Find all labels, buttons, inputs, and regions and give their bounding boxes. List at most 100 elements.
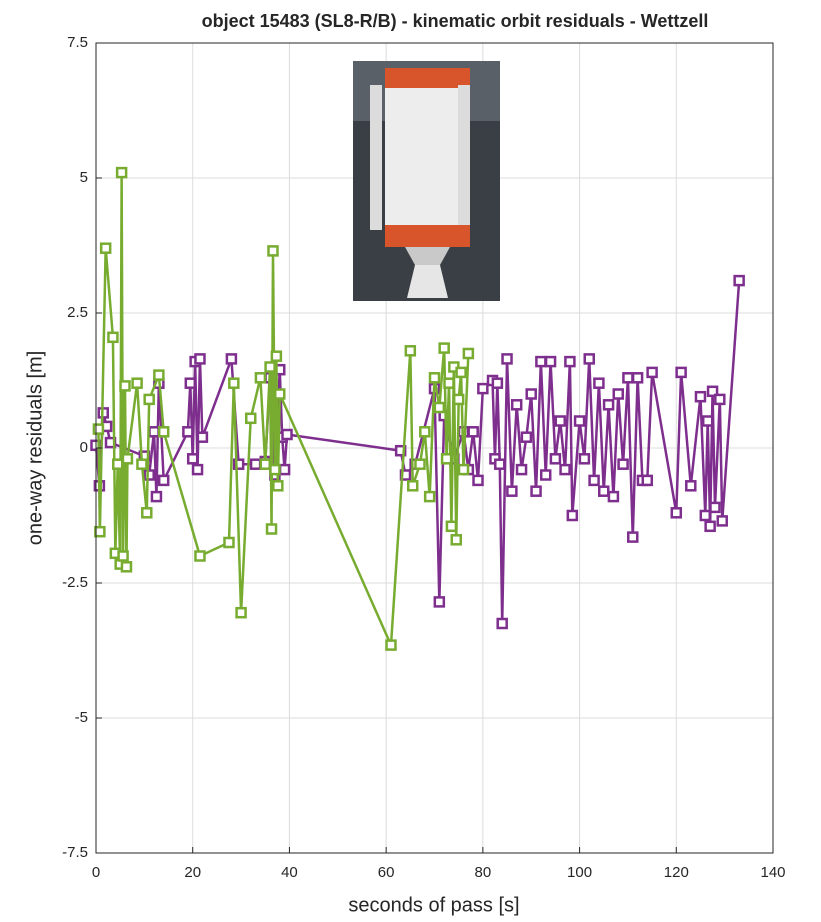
marker [157,474,170,487]
marker [510,399,523,411]
marker [120,561,133,573]
marker [583,353,595,365]
marker [99,242,112,254]
marker [462,347,475,360]
marker [467,426,479,438]
marker [588,474,600,487]
marker [455,366,467,379]
marker [598,485,610,497]
marker [554,415,566,427]
marker [709,501,721,514]
marker [385,639,397,651]
marker [602,399,615,411]
x-tick-label: 0 [92,864,100,881]
marker [496,617,508,630]
marker [150,490,163,503]
x-tick-label: 120 [664,864,689,881]
marker [94,525,106,538]
marks [90,166,745,651]
y-tick-label: -7.5 [62,844,88,861]
marker [272,480,284,492]
marker [433,401,446,414]
marker [115,166,128,179]
marker [477,382,489,395]
marker [627,531,639,543]
marker [153,369,165,381]
marker [141,507,153,519]
marker [443,377,455,389]
marker [235,606,247,619]
marker [143,393,155,406]
series-line [94,280,741,625]
marker [501,353,513,365]
marker [244,412,257,425]
marker [254,372,267,384]
marker [539,469,552,481]
marker [259,458,271,470]
marker [438,342,450,354]
marker [706,385,719,398]
marker [428,372,441,384]
marker [617,458,629,470]
marker [404,345,417,357]
marker [699,509,712,522]
marker [559,463,571,476]
marker [440,453,453,465]
marker [249,458,262,470]
marker [530,485,542,497]
marker [186,453,199,465]
marker [117,550,129,562]
marker [704,520,716,533]
marker [264,361,276,373]
marker [267,245,279,257]
marker [733,274,745,287]
x-axis-label: seconds of pass [s] [348,894,519,916]
marker [148,426,160,438]
series-line [97,171,470,647]
marker [143,469,155,481]
marker [506,485,518,497]
y-axis-label: one-way residuals [m] [24,351,46,546]
y-tick-label: 5 [80,169,88,186]
marker [549,453,562,465]
marker [646,366,658,379]
marker [607,490,620,503]
marker [433,596,446,608]
marker [191,463,204,476]
marker [694,390,707,403]
x-tick-label: 20 [184,864,201,881]
marker [232,458,245,470]
marker [112,458,124,470]
x-tick-label: 80 [475,864,492,881]
marker [136,458,148,470]
marker [564,355,576,368]
x-tick-label: 100 [567,864,592,881]
marker [423,490,436,503]
marker [670,507,683,519]
marker [419,426,431,438]
marker [107,331,119,344]
marker [515,463,528,476]
marker [578,453,591,465]
marker [535,355,547,368]
marker [472,474,484,487]
marker [406,480,419,492]
marker [573,415,586,427]
marker [270,350,283,362]
marker [194,353,206,365]
x-tick-label: 40 [281,864,298,881]
marker [685,480,697,492]
marker [457,463,470,476]
marker [622,372,634,384]
marker [92,423,105,435]
y-tick-label: 0 [80,439,88,456]
marker [121,453,134,465]
marker [184,377,197,389]
marker [566,509,579,522]
marker [274,388,286,400]
y-tick-label: -2.5 [62,574,88,591]
marker [182,426,194,438]
marker [225,353,238,365]
marker [714,393,726,406]
